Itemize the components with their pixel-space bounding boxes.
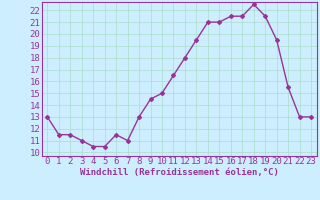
X-axis label: Windchill (Refroidissement éolien,°C): Windchill (Refroidissement éolien,°C): [80, 168, 279, 177]
